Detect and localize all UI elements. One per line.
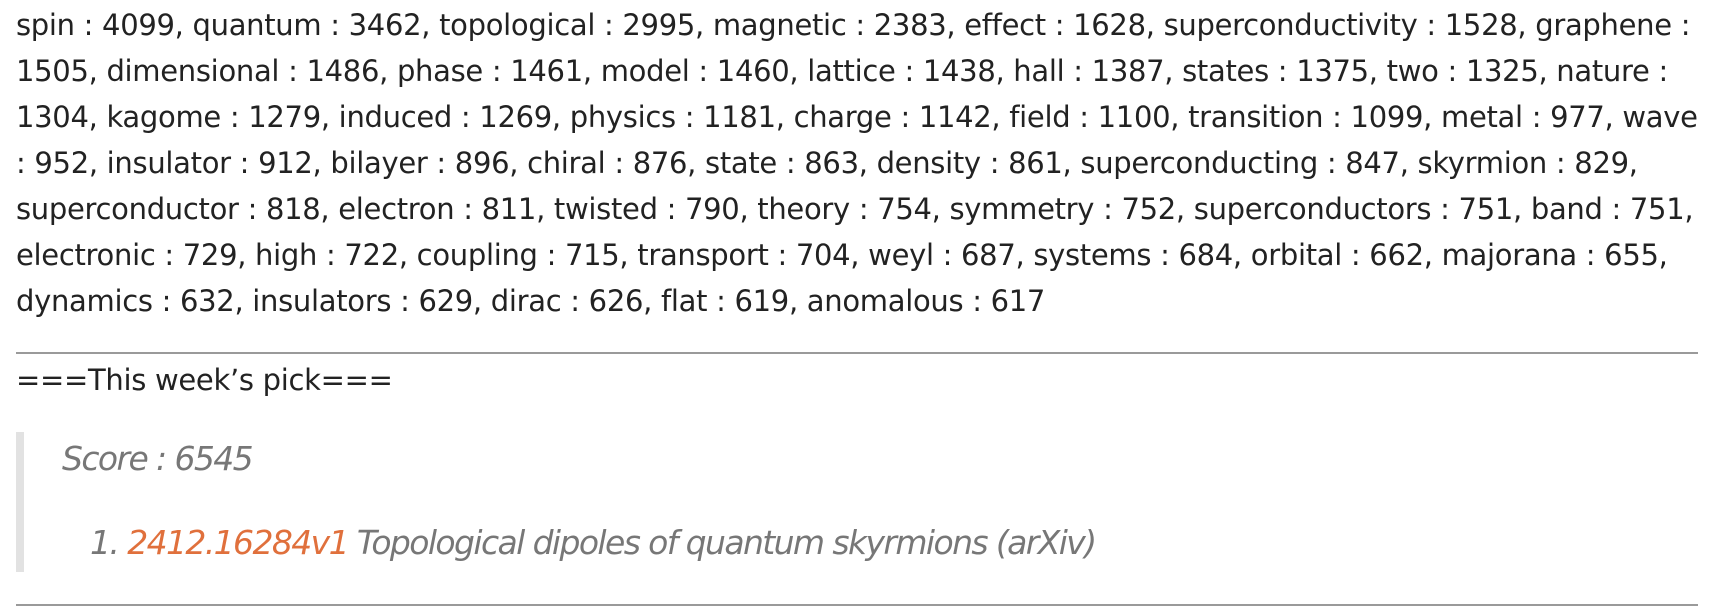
arxiv-link[interactable]: 2412.16284v1	[127, 523, 349, 562]
list-item: 1. 2412.16284v1 Topological dipoles of q…	[90, 522, 1097, 564]
score-label: Score : 6545	[62, 439, 254, 478]
divider-bottom	[16, 604, 1698, 606]
pick-list: 1. 2412.16284v1 Topological dipoles of q…	[90, 522, 1097, 564]
keyword-frequency-list: spin : 4099, quantum : 3462, topological…	[16, 8, 1698, 318]
paper-title: Topological dipoles of quantum skyrmions…	[356, 523, 1097, 562]
divider-top	[16, 352, 1698, 354]
section-heading: ===This week’s pick===	[16, 363, 393, 397]
list-item-number: 1.	[90, 523, 120, 562]
weekly-pick-blockquote: Score : 6545 1. 2412.16284v1 Topological…	[16, 432, 1698, 572]
